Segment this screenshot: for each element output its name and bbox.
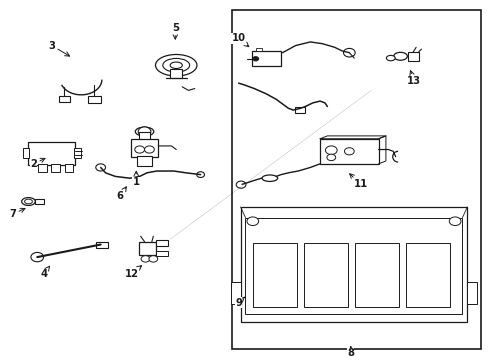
Bar: [38, 164, 47, 172]
Bar: [88, 96, 101, 103]
Bar: [139, 242, 156, 255]
Ellipse shape: [155, 54, 197, 76]
Ellipse shape: [163, 58, 189, 72]
Bar: [28, 141, 75, 165]
Circle shape: [246, 217, 258, 225]
Text: 9: 9: [235, 297, 244, 308]
Bar: [354, 243, 398, 307]
Text: 6: 6: [117, 187, 126, 201]
Circle shape: [448, 217, 460, 225]
Circle shape: [196, 172, 204, 177]
Circle shape: [96, 164, 105, 171]
Bar: [232, 10, 480, 348]
Text: 3: 3: [48, 41, 69, 56]
Bar: [22, 148, 29, 158]
Bar: [406, 243, 449, 307]
Bar: [251, 51, 281, 66]
Circle shape: [31, 252, 43, 262]
Text: 7: 7: [9, 208, 25, 219]
Text: 10: 10: [231, 33, 248, 47]
Circle shape: [149, 256, 158, 262]
Bar: [252, 243, 296, 307]
Circle shape: [326, 154, 335, 161]
Bar: [139, 132, 150, 140]
Text: 8: 8: [346, 347, 354, 358]
Ellipse shape: [170, 62, 182, 68]
Circle shape: [138, 127, 151, 136]
Bar: [230, 282, 240, 304]
Bar: [156, 240, 167, 246]
Text: 5: 5: [171, 23, 179, 39]
Circle shape: [252, 57, 258, 61]
Text: 4: 4: [40, 266, 49, 279]
Bar: [59, 96, 70, 102]
Bar: [131, 139, 158, 157]
Text: 13: 13: [407, 71, 420, 86]
Bar: [245, 218, 462, 315]
Text: 11: 11: [349, 174, 367, 189]
Bar: [320, 139, 378, 164]
Bar: [51, 164, 60, 172]
Bar: [170, 69, 182, 78]
Bar: [137, 156, 152, 166]
Bar: [467, 282, 476, 304]
Ellipse shape: [21, 198, 35, 206]
Bar: [255, 48, 261, 51]
Circle shape: [325, 146, 336, 154]
Bar: [74, 148, 81, 158]
Circle shape: [135, 146, 144, 153]
Bar: [35, 199, 44, 204]
Circle shape: [344, 148, 353, 155]
Bar: [240, 207, 467, 321]
Text: 2: 2: [30, 158, 45, 169]
Ellipse shape: [135, 127, 154, 136]
Circle shape: [236, 181, 245, 188]
Text: 1: 1: [132, 171, 140, 187]
Ellipse shape: [393, 52, 407, 60]
Bar: [96, 242, 108, 248]
Ellipse shape: [24, 199, 32, 204]
Circle shape: [141, 256, 150, 262]
Circle shape: [343, 48, 354, 57]
Bar: [156, 251, 167, 256]
Ellipse shape: [386, 55, 394, 61]
Ellipse shape: [262, 175, 277, 181]
Bar: [304, 243, 347, 307]
Text: 12: 12: [124, 266, 141, 279]
Bar: [407, 52, 418, 60]
Bar: [294, 107, 305, 113]
Bar: [64, 164, 73, 172]
Circle shape: [144, 146, 154, 153]
